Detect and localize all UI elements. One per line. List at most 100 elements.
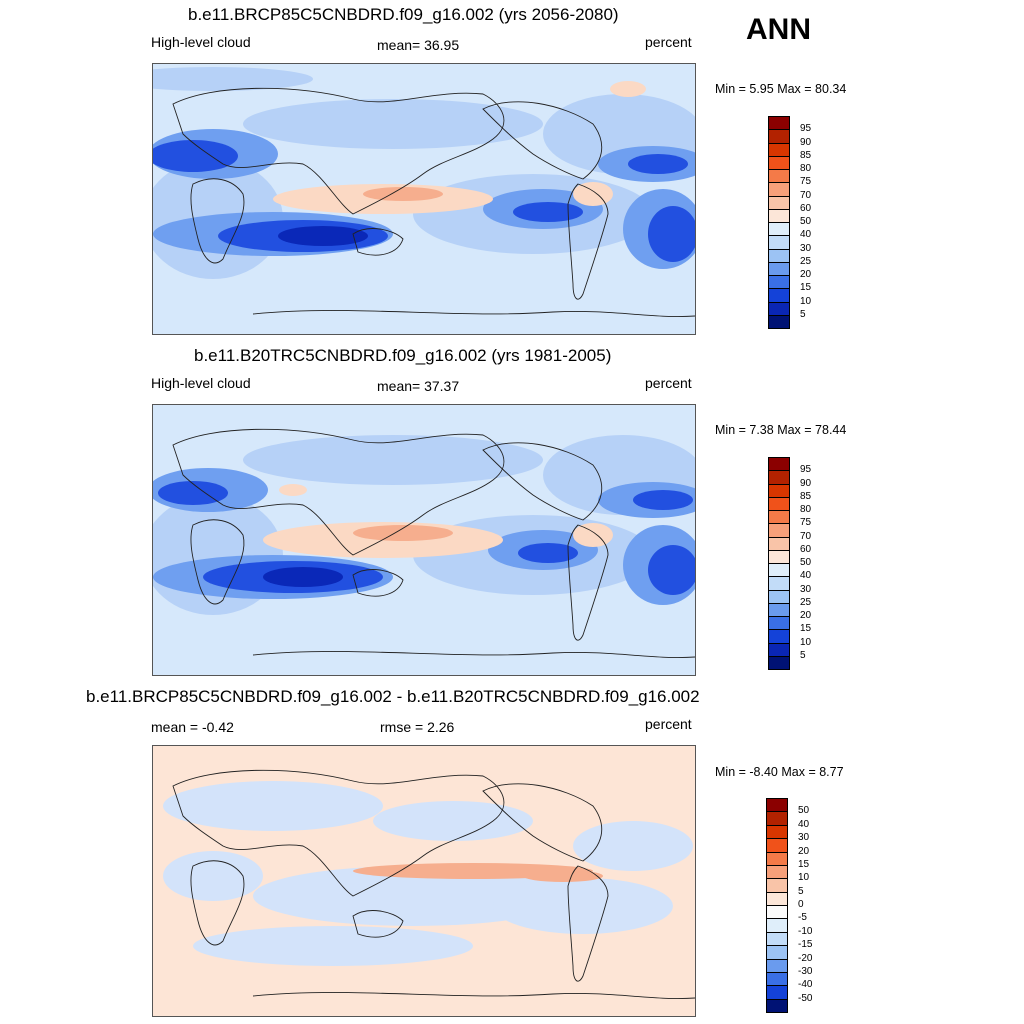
panel-3-title: b.e11.BRCP85C5CNBDRD.f09_g16.002 - b.e11… xyxy=(86,687,700,706)
colorbar-swatch xyxy=(766,838,788,852)
colorbar-swatch xyxy=(766,998,788,1013)
colorbar-label: 30 xyxy=(800,242,812,254)
colorbar-swatch xyxy=(768,288,790,302)
colorbar-swatch xyxy=(768,457,790,471)
panel-2-variable-label: High-level cloud xyxy=(151,375,251,391)
colorbar-swatch xyxy=(766,824,788,839)
colorbar-swatch xyxy=(766,891,788,906)
panel-3-map xyxy=(152,745,696,1017)
panel-3-mean-label: mean = -0.42 xyxy=(151,719,234,735)
panel-1-units-label: percent xyxy=(645,34,692,50)
colorbar-label: 95 xyxy=(800,123,812,135)
colorbar-label: 50 xyxy=(800,216,812,227)
colorbar-swatch xyxy=(768,629,790,643)
colorbar-swatch xyxy=(768,563,790,577)
colorbar-label: 15 xyxy=(800,282,812,294)
colorbar-label: -5 xyxy=(798,912,807,924)
colorbar-swatch xyxy=(768,616,790,630)
colorbar-swatch xyxy=(768,182,790,196)
panel-1-map xyxy=(152,63,696,335)
colorbar-label: 40 xyxy=(798,818,810,830)
colorbar-swatch xyxy=(766,931,788,946)
colorbar-label: 20 xyxy=(798,845,810,857)
panel-1-minmax: Min = 5.95 Max = 80.34 xyxy=(715,82,847,96)
colorbar-swatch xyxy=(768,549,790,564)
colorbar-swatch xyxy=(768,275,790,289)
colorbar-swatch xyxy=(768,510,790,524)
colorbar-label: 5 xyxy=(798,885,804,897)
colorbar-label: 50 xyxy=(800,557,812,568)
panel-1-variable-label: High-level cloud xyxy=(151,34,251,50)
colorbar-swatch xyxy=(766,864,788,879)
colorbar-label: 5 xyxy=(800,308,806,320)
colorbar-swatch xyxy=(766,945,788,959)
season-label: ANN xyxy=(746,13,811,46)
colorbar-swatch xyxy=(768,222,790,236)
colorbar-label: 95 xyxy=(800,464,812,476)
colorbar-swatch xyxy=(768,142,790,157)
colorbar-swatch xyxy=(768,301,790,316)
panel-3-colorbar: 50 40 30 20 15 10 5 0 -5 -10 -15 -20 -30 -40 -50 xyxy=(766,798,826,1013)
colorbar-swatch xyxy=(768,208,790,223)
colorbar-label: 30 xyxy=(800,583,812,595)
colorbar-swatch xyxy=(766,798,788,812)
colorbar-label: 25 xyxy=(800,596,812,608)
panel-2-title: b.e11.B20TRC5CNBDRD.f09_g16.002 (yrs 198… xyxy=(194,346,612,365)
colorbar-label: -20 xyxy=(798,952,813,964)
colorbar-label: -10 xyxy=(798,925,813,937)
colorbar-label: -40 xyxy=(798,979,813,991)
colorbar-label: 15 xyxy=(800,623,812,635)
colorbar-swatch xyxy=(768,314,790,329)
panel-2-units-label: percent xyxy=(645,375,692,391)
colorbar-label: 70 xyxy=(800,530,812,542)
colorbar-label: -50 xyxy=(798,992,813,1004)
colorbar-label: 80 xyxy=(800,504,812,515)
colorbar-swatch xyxy=(766,971,788,986)
colorbar-label: 40 xyxy=(800,229,812,241)
colorbar-swatch xyxy=(768,195,790,210)
colorbar-label: 20 xyxy=(800,269,812,280)
colorbar-label: 30 xyxy=(798,832,810,844)
colorbar-swatch xyxy=(768,523,790,537)
panel-1-title: b.e11.BRCP85C5CNBDRD.f09_g16.002 (yrs 20… xyxy=(188,5,619,24)
panel-1-colorbar: 95 90 85 80 75 70 60 50 40 30 25 20 15 10 5 xyxy=(768,116,828,329)
colorbar-label: 0 xyxy=(798,899,804,910)
panel-3-units-label: percent xyxy=(645,716,692,732)
colorbar-swatch xyxy=(768,496,790,511)
colorbar-label: 80 xyxy=(800,163,812,174)
colorbar-swatch xyxy=(766,918,788,933)
colorbar-label: 60 xyxy=(800,202,812,214)
colorbar-swatch xyxy=(768,235,790,249)
panel-3-minmax: Min = -8.40 Max = 8.77 xyxy=(715,765,844,779)
panel-2-mean-label: mean= 37.37 xyxy=(377,378,460,394)
colorbar-swatch xyxy=(768,261,790,276)
colorbar-swatch xyxy=(768,602,790,617)
colorbar-swatch xyxy=(768,483,790,498)
colorbar-label: 90 xyxy=(800,477,812,489)
colorbar-label: 5 xyxy=(800,649,806,661)
colorbar-label: 75 xyxy=(800,517,812,529)
panel-2-contour-field xyxy=(153,405,695,675)
colorbar-label: 75 xyxy=(800,176,812,188)
colorbar-label: 40 xyxy=(800,570,812,582)
colorbar-swatch xyxy=(766,985,788,1000)
colorbar-swatch xyxy=(768,169,790,183)
colorbar-label: -15 xyxy=(798,939,813,951)
colorbar-swatch xyxy=(768,642,790,657)
panel-2-minmax: Min = 7.38 Max = 78.44 xyxy=(715,423,847,437)
colorbar-swatch xyxy=(768,655,790,670)
colorbar-label: -30 xyxy=(798,965,813,977)
colorbar-label: 90 xyxy=(800,136,812,148)
colorbar-label: 70 xyxy=(800,189,812,201)
panel-2-map xyxy=(152,404,696,676)
colorbar-label: 85 xyxy=(800,490,812,502)
colorbar-swatch xyxy=(766,958,788,973)
colorbar-swatch xyxy=(768,129,790,143)
colorbar-label: 60 xyxy=(800,543,812,555)
panel-1-contour-field xyxy=(153,64,695,334)
colorbar-swatch xyxy=(768,536,790,551)
colorbar-swatch xyxy=(768,576,790,590)
colorbar-swatch xyxy=(768,589,790,604)
colorbar-swatch xyxy=(766,851,788,866)
colorbar-swatch xyxy=(768,155,790,170)
